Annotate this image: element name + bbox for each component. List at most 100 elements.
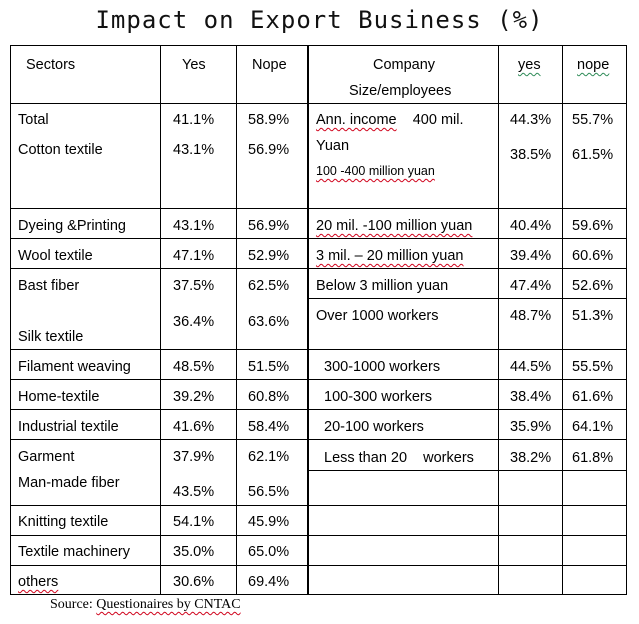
company-nope: 61.5% [572,147,614,163]
sector-yes: 47.1% [173,248,215,264]
company-size-label: 100-300 workers [324,389,432,405]
row-border [10,439,627,440]
company-size-label: 3 mil. – 20 million yuan [316,248,464,264]
sector-name: Industrial textile [18,419,119,435]
company-size-label: Ann. income 400 mil. [316,112,464,129]
sector-name: Bast fiber [18,278,80,294]
sector-yes: 48.5% [173,359,215,375]
row-border [10,565,627,566]
sector-name: Silk textile [18,329,84,345]
column-border [307,45,308,595]
company-yes: 38.4% [510,389,552,405]
header-yes: Yes [182,57,206,73]
table-top-border [10,45,627,46]
header-sectors: Sectors [26,57,76,73]
column-border [236,45,237,595]
column-border [10,45,11,595]
sector-nope: 58.9% [248,112,290,128]
header-bottom-border [10,103,627,104]
company-yes: 44.3% [510,112,552,128]
company-yes: 48.7% [510,308,552,324]
company-yes: 38.5% [510,147,552,163]
company-nope: 59.6% [572,218,614,234]
page-title: Impact on Export Business (%) [95,6,544,34]
source-prefix: Source: [50,597,93,612]
sector-name: Home-textile [18,389,100,405]
company-size-label: Less than 20 workers [324,450,474,467]
sector-nope: 62.1% [248,449,290,465]
row-border [10,379,627,380]
sector-yes: 35.0% [173,544,215,560]
sector-yes: 30.6% [173,574,215,590]
sector-yes: 43.1% [173,218,215,234]
column-border [160,45,161,595]
table-bottom-border [10,594,627,595]
sector-yes: 41.6% [173,419,215,435]
row-border [10,238,627,239]
sector-yes: 54.1% [173,514,215,530]
company-yes: 35.9% [510,419,552,435]
sector-nope: 45.9% [248,514,290,530]
company-size-label: 20 mil. -100 million yuan [316,218,473,234]
company-yes: 40.4% [510,218,552,234]
company-yes: 44.5% [510,359,552,375]
sector-yes: 43.5% [173,484,215,500]
company-nope: 52.6% [572,278,614,294]
sector-nope: 56.5% [248,484,290,500]
sector-nope: 62.5% [248,278,290,294]
company-nope: 61.6% [572,389,614,405]
company-size-label-text: Less than 20 workers [324,450,474,466]
header-nope: Nope [252,57,287,73]
company-size-label: Yuan [316,138,350,154]
company-nope: 55.7% [572,112,614,128]
sector-nope: 56.9% [248,218,290,234]
company-nope: 51.3% [572,308,614,324]
sector-yes: 37.9% [173,449,215,465]
company-nope: 61.8% [572,450,614,466]
row-border [308,298,627,299]
sector-name: Filament weaving [18,359,131,375]
sector-name: Knitting textile [18,514,109,530]
row-border [308,470,627,471]
company-nope: 64.1% [572,419,614,435]
row-border [10,349,627,350]
sector-nope: 63.6% [248,314,290,330]
column-border [626,45,627,595]
company-yes: 38.2% [510,450,552,466]
sector-nope: 60.8% [248,389,290,405]
company-size-label: 20-100 workers [324,419,424,435]
header-company-yes: yes [518,57,541,73]
source-text: Questionaires by CNTAC [96,597,241,612]
company-size-label: Below 3 million yuan [316,278,449,294]
company-size-label-part: Ann. income [316,112,397,128]
sector-yes: 41.1% [173,112,215,128]
sector-nope: 65.0% [248,544,290,560]
source-note: Source: Questionaires by CNTAC [50,597,241,613]
sector-name: Garment [18,449,75,465]
sector-name: Cotton textile [18,142,103,158]
sector-nope: 52.9% [248,248,290,264]
company-size-label-part: 400 mil. [412,112,464,128]
company-yes: 39.4% [510,248,552,264]
sector-name: Man-made fiber [18,475,120,491]
sector-nope: 58.4% [248,419,290,435]
header-company-nope: nope [577,57,610,73]
row-border [10,268,627,269]
company-size-label: 100 -400 million yuan [316,164,435,178]
sector-yes: 43.1% [173,142,215,158]
row-border [10,535,627,536]
sector-name: Textile machinery [18,544,131,560]
company-size-label: Over 1000 workers [316,308,439,324]
sector-name: others [18,574,59,590]
sector-nope: 56.9% [248,142,290,158]
sector-name: Total [18,112,49,128]
company-nope: 60.6% [572,248,614,264]
company-yes: 47.4% [510,278,552,294]
row-border [10,208,627,209]
sector-yes: 36.4% [173,314,215,330]
company-size-label: 300-1000 workers [324,359,441,375]
header-size-employees: Size/employees [349,83,452,99]
column-border [562,45,563,595]
column-border [498,45,499,595]
